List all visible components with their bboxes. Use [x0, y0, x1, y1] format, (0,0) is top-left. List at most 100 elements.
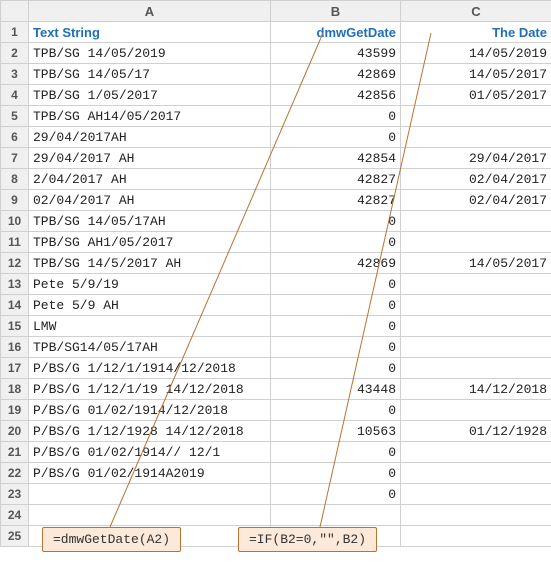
cell-B[interactable]: 42827	[271, 169, 401, 190]
cell-C[interactable]	[401, 127, 551, 148]
cell-B[interactable]: 0	[271, 316, 401, 337]
cell-C[interactable]	[401, 106, 551, 127]
row-header[interactable]: 15	[1, 316, 29, 337]
row-header[interactable]: 3	[1, 64, 29, 85]
cell-C[interactable]: 14/05/2017	[401, 64, 551, 85]
cell-A[interactable]: P/BS/G 1/12/1/19 14/12/2018	[29, 379, 271, 400]
cell-C[interactable]	[401, 211, 551, 232]
cell-C[interactable]	[401, 232, 551, 253]
row-header[interactable]: 14	[1, 295, 29, 316]
cell-C[interactable]: 29/04/2017	[401, 148, 551, 169]
cell-B[interactable]: 0	[271, 211, 401, 232]
cell-C[interactable]	[401, 316, 551, 337]
cell-C[interactable]	[401, 484, 551, 505]
row-header[interactable]: 1	[1, 22, 29, 43]
row-header[interactable]: 13	[1, 274, 29, 295]
row-header[interactable]: 9	[1, 190, 29, 211]
col-header-C[interactable]: C	[401, 1, 551, 22]
cell-B[interactable]: 0	[271, 463, 401, 484]
cell-C[interactable]	[401, 442, 551, 463]
cell-A[interactable]: TPB/SG 1/05/2017	[29, 85, 271, 106]
row-header[interactable]: 22	[1, 463, 29, 484]
cell-C[interactable]	[401, 505, 551, 526]
cell-C[interactable]	[401, 463, 551, 484]
cell-A[interactable]: TPB/SG 14/5/2017 AH	[29, 253, 271, 274]
cell-A[interactable]: TPB/SG 14/05/2019	[29, 43, 271, 64]
row-header[interactable]: 10	[1, 211, 29, 232]
cell-A[interactable]: TPB/SG 14/05/17	[29, 64, 271, 85]
cell-A[interactable]: Pete 5/9 AH	[29, 295, 271, 316]
cell-A[interactable]: TPB/SG AH14/05/2017	[29, 106, 271, 127]
cell-B[interactable]: 0	[271, 442, 401, 463]
cell-A[interactable]: LMW	[29, 316, 271, 337]
cell-A[interactable]: 29/04/2017 AH	[29, 148, 271, 169]
cell-B[interactable]: 10563	[271, 421, 401, 442]
cell-A[interactable]: P/BS/G 01/02/1914A2019	[29, 463, 271, 484]
cell-A[interactable]: P/BS/G 01/02/1914// 12/1	[29, 442, 271, 463]
row-header[interactable]: 19	[1, 400, 29, 421]
row-header[interactable]: 24	[1, 505, 29, 526]
cell-B[interactable]: 42869	[271, 64, 401, 85]
cell-A[interactable]: Pete 5/9/19	[29, 274, 271, 295]
cell-C[interactable]	[401, 274, 551, 295]
cell-B[interactable]: 0	[271, 358, 401, 379]
row-header[interactable]: 17	[1, 358, 29, 379]
col-header-A[interactable]: A	[29, 1, 271, 22]
row-header[interactable]: 25	[1, 526, 29, 547]
row-header[interactable]: 21	[1, 442, 29, 463]
row-header[interactable]: 20	[1, 421, 29, 442]
row-header[interactable]: 8	[1, 169, 29, 190]
cell-A[interactable]: TPB/SG AH1/05/2017	[29, 232, 271, 253]
cell-B[interactable]: 43599	[271, 43, 401, 64]
col-header-B[interactable]: B	[271, 1, 401, 22]
cell-C[interactable]	[401, 400, 551, 421]
row-header[interactable]: 16	[1, 337, 29, 358]
cell-B[interactable]: 0	[271, 295, 401, 316]
cell-C[interactable]: 14/05/2017	[401, 253, 551, 274]
cell-B[interactable]: 0	[271, 274, 401, 295]
cell-A[interactable]	[29, 484, 271, 505]
cell-A[interactable]: 2/04/2017 AH	[29, 169, 271, 190]
cell-B[interactable]: 42854	[271, 148, 401, 169]
field-header-C[interactable]: The Date	[401, 22, 551, 43]
cell-B[interactable]: 42869	[271, 253, 401, 274]
cell-A[interactable]: P/BS/G 1/12/1928 14/12/2018	[29, 421, 271, 442]
cell-B[interactable]: 42856	[271, 85, 401, 106]
cell-C[interactable]: 14/05/2019	[401, 43, 551, 64]
cell-A[interactable]: P/BS/G 01/02/1914/12/2018	[29, 400, 271, 421]
row-header[interactable]: 12	[1, 253, 29, 274]
cell-A[interactable]: 02/04/2017 AH	[29, 190, 271, 211]
cell-C[interactable]	[401, 526, 551, 547]
cell-A[interactable]: P/BS/G 1/12/1/1914/12/2018	[29, 358, 271, 379]
field-header-A[interactable]: Text String	[29, 22, 271, 43]
cell-C[interactable]: 01/12/1928	[401, 421, 551, 442]
field-header-B[interactable]: dmwGetDate	[271, 22, 401, 43]
cell-A[interactable]	[29, 505, 271, 526]
cell-B[interactable]	[271, 505, 401, 526]
cell-B[interactable]: 0	[271, 484, 401, 505]
row-header[interactable]: 23	[1, 484, 29, 505]
cell-B[interactable]: 43448	[271, 379, 401, 400]
cell-A[interactable]: TPB/SG14/05/17AH	[29, 337, 271, 358]
cell-B[interactable]: 0	[271, 106, 401, 127]
cell-C[interactable]: 14/12/2018	[401, 379, 551, 400]
row-header[interactable]: 7	[1, 148, 29, 169]
cell-A[interactable]: TPB/SG 14/05/17AH	[29, 211, 271, 232]
cell-B[interactable]: 0	[271, 127, 401, 148]
row-header[interactable]: 4	[1, 85, 29, 106]
row-header[interactable]: 5	[1, 106, 29, 127]
cell-B[interactable]: 42827	[271, 190, 401, 211]
cell-C[interactable]: 01/05/2017	[401, 85, 551, 106]
cell-C[interactable]: 02/04/2017	[401, 169, 551, 190]
cell-B[interactable]: 0	[271, 337, 401, 358]
cell-C[interactable]	[401, 295, 551, 316]
cell-C[interactable]	[401, 337, 551, 358]
row-header[interactable]: 2	[1, 43, 29, 64]
select-all-corner[interactable]	[1, 1, 29, 22]
row-header[interactable]: 6	[1, 127, 29, 148]
cell-C[interactable]	[401, 358, 551, 379]
row-header[interactable]: 11	[1, 232, 29, 253]
cell-A[interactable]: 29/04/2017AH	[29, 127, 271, 148]
spreadsheet-grid[interactable]: A B C 1Text StringdmwGetDateThe Date2TPB…	[0, 0, 551, 547]
row-header[interactable]: 18	[1, 379, 29, 400]
